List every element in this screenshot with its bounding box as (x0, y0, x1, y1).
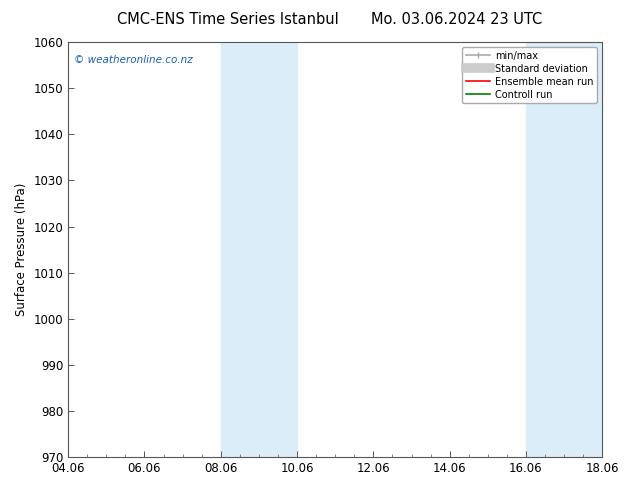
Legend: min/max, Standard deviation, Ensemble mean run, Controll run: min/max, Standard deviation, Ensemble me… (462, 47, 597, 103)
Y-axis label: Surface Pressure (hPa): Surface Pressure (hPa) (15, 183, 28, 316)
Text: Mo. 03.06.2024 23 UTC: Mo. 03.06.2024 23 UTC (371, 12, 542, 27)
Text: © weatheronline.co.nz: © weatheronline.co.nz (74, 54, 192, 65)
Text: CMC-ENS Time Series Istanbul: CMC-ENS Time Series Istanbul (117, 12, 339, 27)
Bar (221, 42, 297, 457)
Bar (526, 42, 602, 457)
